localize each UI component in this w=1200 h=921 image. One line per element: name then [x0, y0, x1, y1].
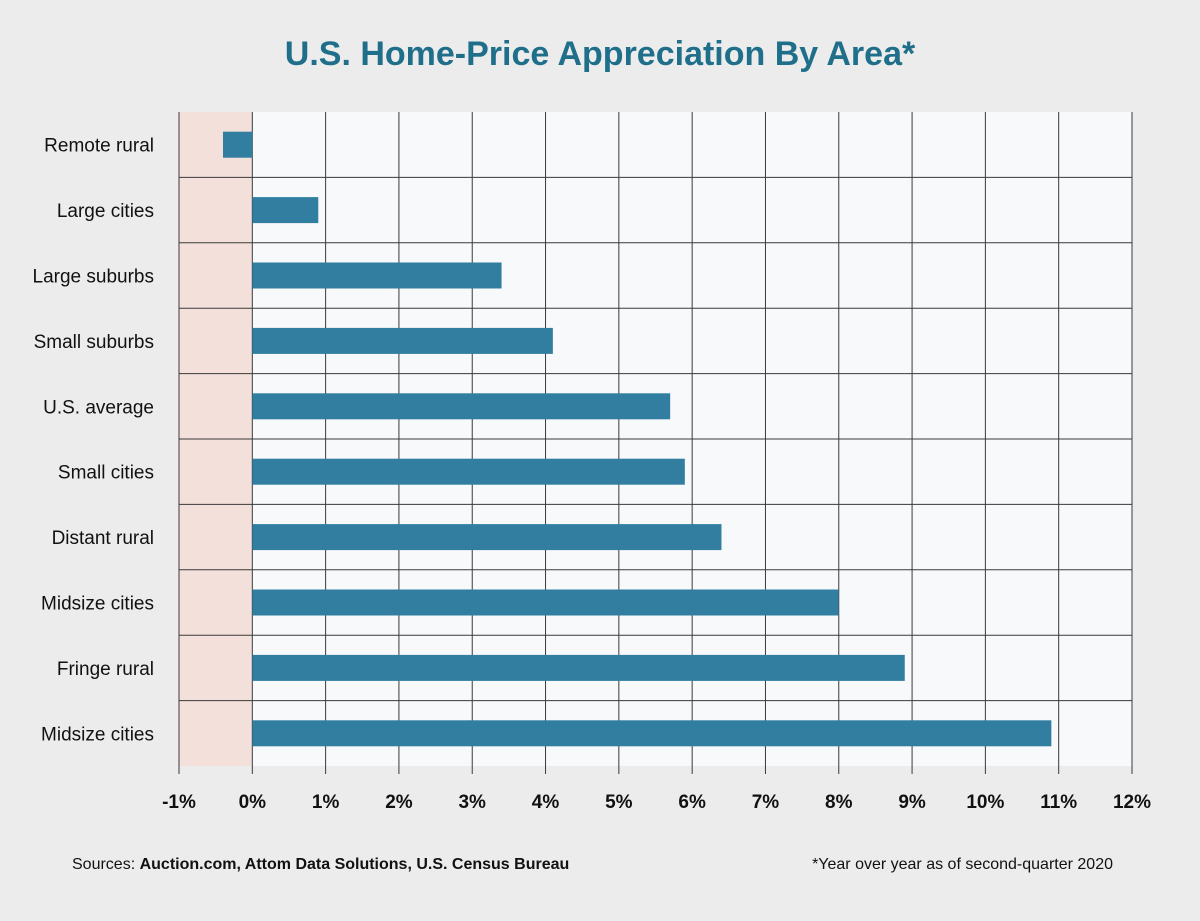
category-labels: Remote rural Large cities Large suburbs Sma… [33, 136, 154, 746]
category-label: Midsize cities [41, 594, 154, 615]
category-label: U.S. average [43, 397, 154, 418]
footnote: *Year over year as of second-quarter 202… [812, 856, 1113, 873]
x-tick-label: 12% [1113, 792, 1151, 813]
horizontal-gridlines [179, 176, 1132, 702]
x-tick-label: 6% [678, 792, 706, 813]
sources-prefix: Sources: [72, 856, 140, 873]
x-tick-label: 7% [752, 792, 780, 813]
chart-title: U.S. Home-Price Appreciation By Area* [285, 35, 916, 73]
x-tick-label: 2% [385, 792, 413, 813]
bar [252, 458, 685, 485]
category-label: Fringe rural [57, 659, 154, 680]
x-tick-label: 4% [532, 792, 560, 813]
category-label: Large cities [57, 201, 154, 222]
category-label: Distant rural [52, 528, 154, 549]
x-tick-label: -1% [162, 792, 196, 813]
bar [252, 720, 1052, 747]
sources-list: Auction.com, Attom Data Solutions, U.S. … [140, 856, 570, 873]
x-tick-label: 5% [605, 792, 633, 813]
x-tick-label: 9% [898, 792, 926, 813]
category-label: Large suburbs [33, 267, 154, 288]
bars [222, 131, 1052, 747]
bar [222, 131, 253, 158]
x-tick-label: 11% [1040, 792, 1077, 813]
bar [252, 654, 905, 681]
x-tick-label: 1% [312, 792, 340, 813]
bar [252, 197, 319, 224]
x-tick-labels: -1% 0% 1% 2% 3% 4% 5% 6% 7% 8% 9% 10% 11% 12% [162, 792, 1151, 813]
x-tick-label: 8% [825, 792, 853, 813]
category-label: Remote rural [44, 136, 154, 157]
bar [252, 393, 671, 420]
x-tick-label: 10% [966, 792, 1004, 813]
sources-note: Sources: Auction.com, Attom Data Solutio… [72, 856, 569, 873]
category-label: Midsize cities [41, 724, 154, 745]
bar [252, 524, 722, 551]
bar [252, 327, 553, 354]
bar [252, 262, 502, 289]
category-label: Small cities [58, 463, 154, 484]
x-tick-label: 0% [239, 792, 267, 813]
x-tick-label: 3% [458, 792, 486, 813]
bar [252, 589, 839, 616]
category-label: Small suburbs [34, 332, 154, 353]
